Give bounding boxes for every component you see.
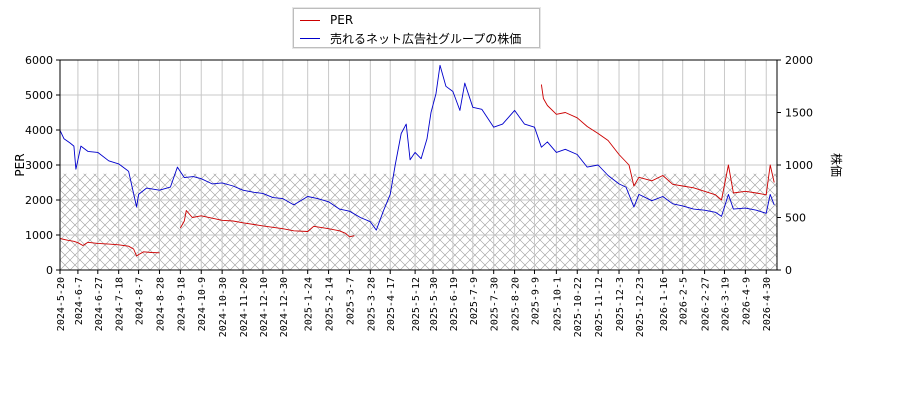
y-tick-label: 0 (46, 264, 53, 277)
x-tick-label: 2025-9-9 (530, 277, 541, 325)
x-tick-label: 2025-3-7 (345, 277, 356, 325)
x-tick-label: 2024-12-10 (259, 277, 270, 337)
x-tick-label: 2026-2-5 (679, 277, 690, 325)
y-tick-label: 5000 (25, 89, 53, 102)
x-tick-label: 2025-7-30 (490, 277, 501, 331)
legend-swatch-price (300, 37, 320, 39)
legend-label-price: 売れるネット広告社グループの株価 (330, 31, 522, 46)
x-tick-label: 2025-8-20 (511, 277, 522, 331)
x-tick-label: 2024-9-18 (176, 277, 187, 331)
y2-tick-label: 500 (785, 212, 806, 225)
hatched-region (60, 173, 777, 270)
y-tick-label: 1000 (25, 229, 53, 242)
y2-tick-label: 1500 (785, 107, 813, 120)
x-tick-label: 2025-12-3 (615, 277, 626, 331)
y-tick-label: 2000 (25, 194, 53, 207)
x-tick-label: 2024-6-7 (74, 277, 85, 325)
x-tick-label: 2025-2-14 (325, 277, 336, 331)
legend-label-per: PER (330, 13, 354, 27)
x-tick-label: 2025-11-12 (594, 277, 605, 337)
x-tick-label: 2024-11-20 (239, 277, 250, 337)
x-tick-label: 2024-8-28 (155, 277, 166, 331)
x-tick-label: 2025-12-23 (635, 277, 646, 337)
x-tick-label: 2026-4-30 (762, 277, 773, 331)
y2-tick-label: 0 (785, 264, 792, 277)
x-tick-label: 2024-7-18 (115, 277, 126, 331)
x-tick-label: 2025-6-19 (449, 277, 460, 331)
x-tick-label: 2026-3-19 (720, 277, 731, 331)
x-tick-label: 2025-7-9 (469, 277, 480, 325)
x-tick-label: 2025-10-1 (552, 277, 563, 331)
x-tick-label: 2024-12-30 (279, 277, 290, 337)
y2-tick-label: 1000 (785, 159, 813, 172)
series-line-per (59, 84, 775, 257)
x-tick-label: 2025-3-28 (366, 277, 377, 331)
x-tick-label: 2025-4-17 (386, 277, 397, 331)
series-line-stock-price (59, 64, 775, 231)
y2-axis-label: 株価 (829, 153, 844, 177)
x-tick-label: 2024-8-7 (135, 277, 146, 325)
x-tick-label: 2025-1-24 (304, 277, 315, 331)
x-tick-label: 2025-5-30 (429, 277, 440, 331)
x-tick-label: 2025-10-22 (573, 277, 584, 337)
x-tick-label: 2024-10-9 (197, 277, 208, 331)
x-tick-label: 2024-6-27 (94, 277, 105, 331)
x-tick-label: 2026-4-9 (741, 277, 752, 325)
legend: PER 売れるネット広告社グループの株価 (293, 8, 540, 48)
x-tick-label: 2024-10-30 (218, 277, 229, 337)
x-tick-label: 2026-1-16 (659, 277, 670, 331)
legend-swatch-per (300, 19, 320, 21)
y2-tick-label: 2000 (785, 54, 813, 67)
y-tick-label: 6000 (25, 54, 53, 67)
legend-item-price: 売れるネット広告社グループの株価 (300, 29, 521, 47)
x-tick-label: 2025-5-12 (411, 277, 422, 331)
y-tick-label: 3000 (25, 159, 53, 172)
y-axis-label: PER (13, 153, 27, 176)
x-tick-label: 2024-5-20 (56, 277, 67, 331)
y-tick-label: 4000 (25, 124, 53, 137)
legend-item-per: PER (300, 11, 353, 29)
x-tick-label: 2026-2-27 (701, 277, 712, 331)
